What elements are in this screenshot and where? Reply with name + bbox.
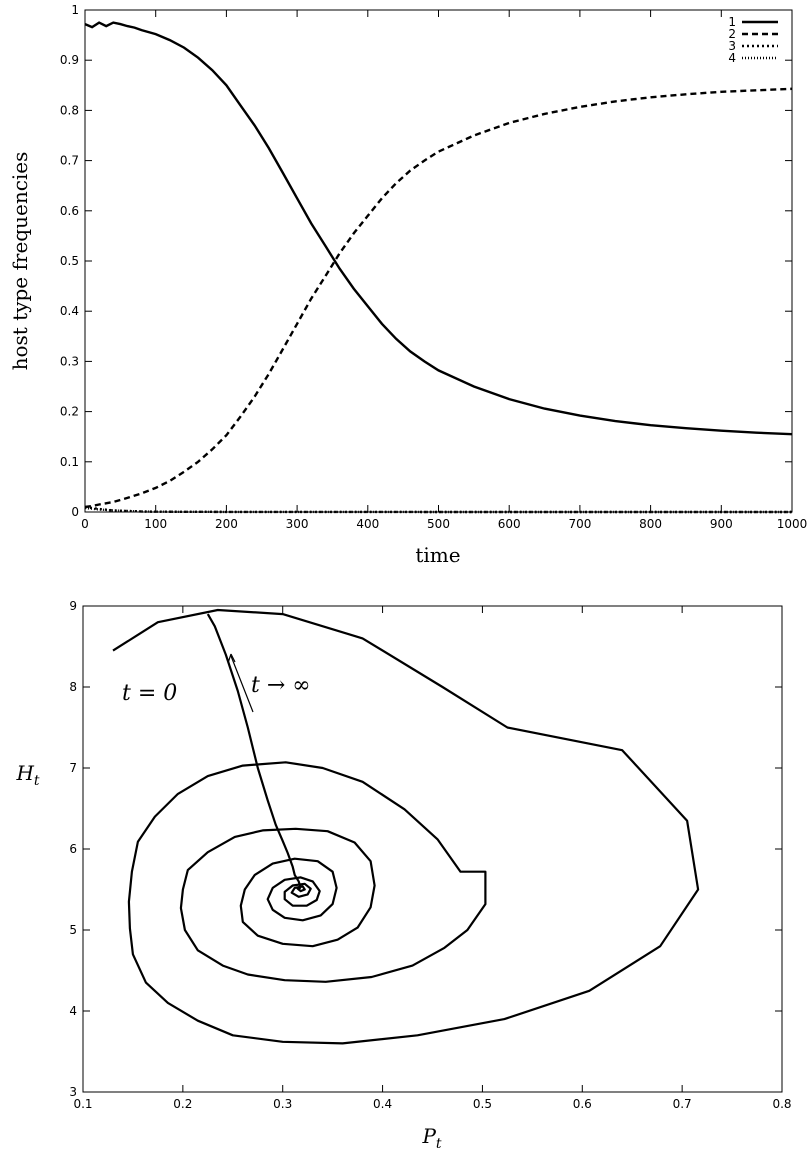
legend-label-3: 3 (728, 39, 736, 53)
chart2-y-tick-label: 8 (69, 680, 77, 694)
chart2-x-axis-main: P (421, 1124, 436, 1148)
chart1-y-tick-label: 0 (71, 505, 79, 519)
chart1-x-tick-label: 200 (215, 517, 238, 531)
direction-arrow (230, 655, 254, 713)
chart2-y-tick-label: 5 (69, 923, 77, 937)
chart2-x-axis-label: Pt (421, 1124, 441, 1152)
chart1-series (84, 21, 793, 514)
chart1-y-tick-label: 1 (71, 3, 79, 17)
chart1-y-tick-label: 0.5 (60, 254, 79, 268)
chart1-y-tick-label: 0.2 (60, 405, 79, 419)
direction-arrowhead (227, 653, 236, 664)
chart1-x-tick-label: 500 (427, 517, 450, 531)
legend-label-2: 2 (728, 27, 736, 41)
chart2-y-tick-label: 6 (69, 842, 77, 856)
chart2-y-axis-sub: t (34, 773, 40, 789)
chart1-y-tick-label: 0.8 (60, 103, 79, 117)
chart1-y-tick-label: 0.9 (60, 53, 79, 67)
chart1-y-tick-label: 0.1 (60, 455, 79, 469)
chart1-x-tick-label: 0 (81, 517, 89, 531)
chart2-series (112, 608, 700, 1045)
chart2-x-tick-label: 0.3 (273, 1097, 292, 1111)
chart2-y-axis-label: Ht (15, 761, 39, 789)
chart1-x-axis-label: time (415, 543, 460, 567)
chart1-x-tick-label: 900 (710, 517, 733, 531)
chart1-x-tick-label: 600 (498, 517, 521, 531)
chart1-frame (84, 9, 793, 513)
chart1-y-tick-label: 0.3 (60, 354, 79, 368)
host-frequency-chart: 0 100 200 300 400 500 600 700 800 900 1000 0 0.1 0.2 0… (8, 3, 807, 567)
chart1-x-tick-label: 400 (356, 517, 379, 531)
chart2-x-axis-sub: t (436, 1136, 442, 1152)
chart1-x-tick-label: 1000 (777, 517, 808, 531)
phase-portrait-chart: 0.1 0.2 0.3 0.4 0.5 0.6 0.7 0.8 3 4 5 6 7 8 9 Pt Ht t … (15, 599, 791, 1152)
limit-annotation: t → ∞ (251, 673, 311, 698)
chart2-y-tick-label: 7 (69, 761, 77, 775)
chart1-y-tick-label: 0.7 (60, 154, 79, 168)
chart1-y-tick-label: 0.4 (60, 304, 79, 318)
chart2-x-tick-label: 0.7 (673, 1097, 692, 1111)
chart2-ticks: 0.1 0.2 0.3 0.4 0.5 0.6 0.7 0.8 3 4 5 6 7 8 9 (69, 599, 791, 1111)
chart2-x-tick-label: 0.5 (473, 1097, 492, 1111)
chart1-x-tick-label: 700 (568, 517, 591, 531)
chart2-y-tick-label: 9 (69, 599, 77, 613)
chart1-x-tick-label: 800 (639, 517, 662, 531)
trajectory-spiral (112, 608, 700, 1045)
chart1-x-tick-label: 100 (144, 517, 167, 531)
chart2-x-tick-label: 0.1 (73, 1097, 92, 1111)
chart1-ticks: 0 100 200 300 400 500 600 700 800 900 1000 0 0.1 0.2 0… (60, 3, 807, 531)
chart2-y-axis-main: H (15, 761, 34, 785)
legend-label-1: 1 (728, 15, 736, 29)
chart2-x-tick-label: 0.6 (573, 1097, 592, 1111)
series-line-3 (84, 505, 792, 514)
trajectory-limit-path (206, 613, 302, 889)
chart2-y-tick-label: 4 (69, 1004, 77, 1018)
chart2-frame (82, 605, 783, 1093)
chart2-x-tick-label: 0.2 (173, 1097, 192, 1111)
chart1-y-axis-label: host type frequencies (8, 152, 32, 371)
series-line-2 (84, 87, 793, 509)
legend-label-4: 4 (728, 51, 736, 65)
chart2-x-tick-label: 0.4 (373, 1097, 392, 1111)
chart2-y-tick-label: 3 (69, 1085, 77, 1099)
start-annotation: t = 0 (122, 681, 177, 706)
chart2-x-tick-label: 0.8 (772, 1097, 791, 1111)
chart1-y-tick-label: 0.6 (60, 204, 79, 218)
chart1-x-tick-label: 300 (286, 517, 309, 531)
series-line-1 (84, 21, 793, 436)
